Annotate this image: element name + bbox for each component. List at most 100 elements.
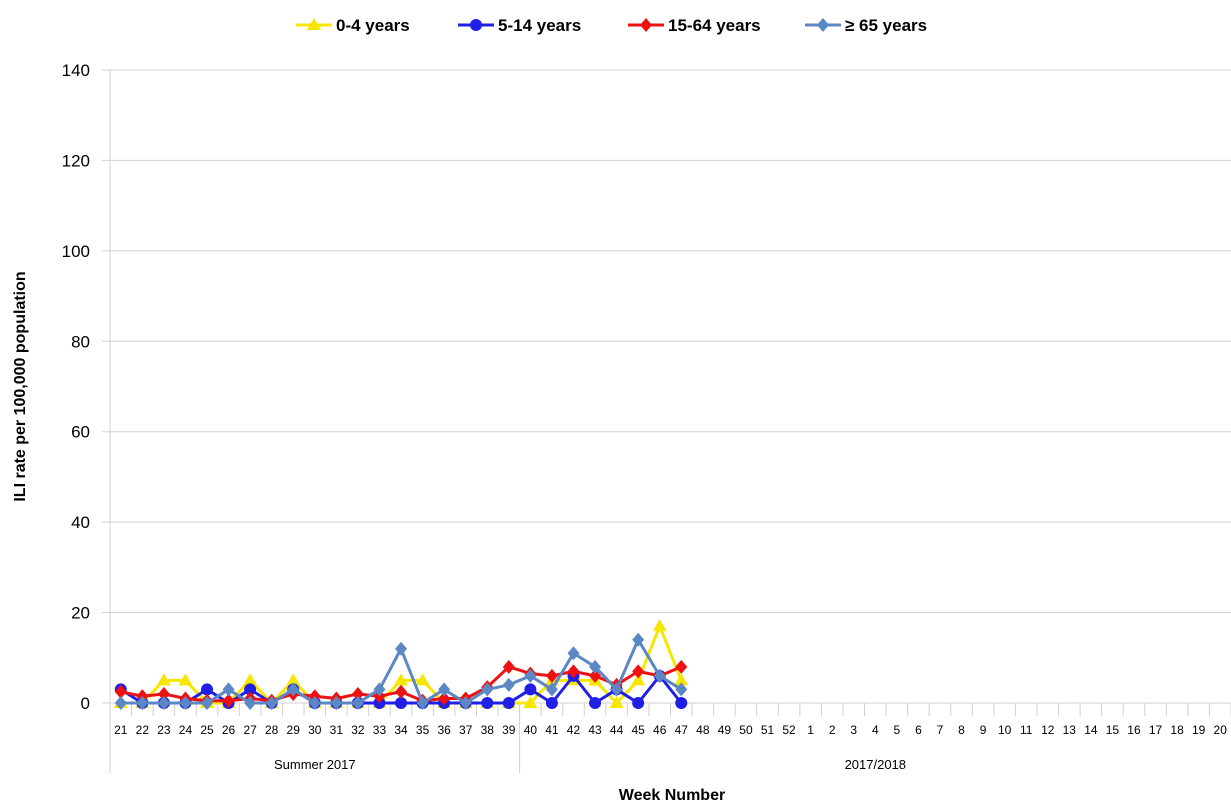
data-point xyxy=(351,696,364,710)
legend-item-2: 15-64 years xyxy=(628,16,761,35)
legend-item-1: 5-14 years xyxy=(458,16,581,35)
series-group xyxy=(113,619,689,710)
data-point xyxy=(502,677,515,692)
series-3 xyxy=(114,632,688,710)
x-tick-label: 24 xyxy=(179,723,193,737)
data-point xyxy=(481,682,494,697)
x-tick-label: 48 xyxy=(696,723,710,737)
data-point xyxy=(351,686,364,701)
data-point xyxy=(265,696,278,710)
data-point xyxy=(287,682,300,697)
data-point xyxy=(545,697,558,709)
legend-item-3: ≥ 65 years xyxy=(805,16,927,35)
y-tick-label: 140 xyxy=(62,61,90,80)
legend: 0-4 years 5-14 years 15-64 years ≥ 65 years xyxy=(296,16,927,35)
legend-label: 0-4 years xyxy=(336,16,410,35)
x-tick-label: 50 xyxy=(739,723,753,737)
x-tick-label: 36 xyxy=(437,723,451,737)
x-tick-label: 29 xyxy=(287,723,301,737)
x-tick-label: 33 xyxy=(373,723,387,737)
data-point xyxy=(631,673,646,686)
x-tick-label: 32 xyxy=(351,723,365,737)
data-point xyxy=(632,697,645,709)
legend-label: ≥ 65 years xyxy=(845,16,927,35)
x-tick-label: 46 xyxy=(653,723,667,737)
x-tick-label: 26 xyxy=(222,723,236,737)
data-point xyxy=(675,697,688,709)
data-point xyxy=(502,697,515,709)
x-tick-label: 7 xyxy=(937,723,944,737)
x-tick-label: 49 xyxy=(718,723,732,737)
x-tick-label: 20 xyxy=(1214,723,1228,737)
data-point xyxy=(373,682,386,697)
x-tick-label: 34 xyxy=(394,723,408,737)
data-point xyxy=(675,659,688,674)
x-tick-label: 18 xyxy=(1170,723,1184,737)
data-point xyxy=(610,682,623,697)
x-tick-label: 42 xyxy=(567,723,581,737)
data-point xyxy=(415,673,430,686)
x-tick-label: 25 xyxy=(200,723,214,737)
x-tick-label: 5 xyxy=(894,723,901,737)
y-axis: 0 20 40 60 80 100 120 140 xyxy=(62,61,111,773)
x-group-label: Summer 2017 xyxy=(274,757,356,772)
x-tick-label: 6 xyxy=(915,723,922,737)
data-point xyxy=(632,664,645,679)
y-tick-label: 120 xyxy=(62,151,90,170)
x-axis-title: Week Number xyxy=(619,787,725,803)
x-tick-label: 17 xyxy=(1149,723,1163,737)
y-tick-label: 40 xyxy=(71,513,90,532)
y-tick-label: 100 xyxy=(62,242,90,261)
x-tick-label: 23 xyxy=(157,723,171,737)
x-tick-label: 47 xyxy=(675,723,689,737)
data-point xyxy=(201,696,214,710)
x-axis: 21 22 23 24 25 26 27 28 29 30 31 32 33 34 35 36 37 38 39 40… xyxy=(109,703,1231,773)
data-point xyxy=(438,682,451,697)
data-point xyxy=(157,686,170,701)
legend-marker xyxy=(307,18,321,30)
x-tick-label: 4 xyxy=(872,723,879,737)
data-point xyxy=(156,673,171,686)
x-tick-label: 22 xyxy=(136,723,150,737)
x-tick-label: 8 xyxy=(958,723,965,737)
data-point xyxy=(394,673,409,686)
x-tick-label: 2 xyxy=(829,723,836,737)
data-point xyxy=(567,664,580,679)
x-tick-label: 35 xyxy=(416,723,430,737)
data-point xyxy=(589,659,602,674)
data-point xyxy=(395,697,408,709)
data-point xyxy=(244,696,257,710)
x-tick-label: 19 xyxy=(1192,723,1206,737)
data-point xyxy=(481,697,494,709)
x-tick-label: 28 xyxy=(265,723,279,737)
x-tick-label: 38 xyxy=(481,723,495,737)
y-tick-label: 80 xyxy=(71,332,90,351)
x-tick-label: 10 xyxy=(998,723,1012,737)
data-point xyxy=(589,697,602,709)
x-tick-label: 9 xyxy=(980,723,987,737)
data-point xyxy=(179,696,192,710)
data-point xyxy=(243,673,258,686)
x-tick-label: 31 xyxy=(330,723,344,737)
x-tick-label: 14 xyxy=(1084,723,1098,737)
y-tick-label: 0 xyxy=(81,694,90,713)
data-point xyxy=(653,668,666,683)
x-group-label: 2017/2018 xyxy=(845,757,906,772)
data-point xyxy=(674,673,689,686)
y-axis-title: ILI rate per 100,000 population xyxy=(12,271,29,501)
data-point xyxy=(136,696,149,710)
x-tick-label: 30 xyxy=(308,723,322,737)
data-point xyxy=(395,641,408,656)
x-tick-label: 1 xyxy=(807,723,814,737)
data-point xyxy=(523,696,538,708)
data-point xyxy=(114,696,127,710)
x-tick-label: 40 xyxy=(524,723,538,737)
legend-item-0: 0-4 years xyxy=(296,16,410,35)
data-point xyxy=(330,696,343,710)
x-tick-label: 43 xyxy=(588,723,602,737)
data-point xyxy=(244,683,257,696)
y-tick-label: 60 xyxy=(71,423,90,442)
x-tick-label: 13 xyxy=(1063,723,1077,737)
data-point xyxy=(524,668,537,683)
x-tick-label: 51 xyxy=(761,723,775,737)
